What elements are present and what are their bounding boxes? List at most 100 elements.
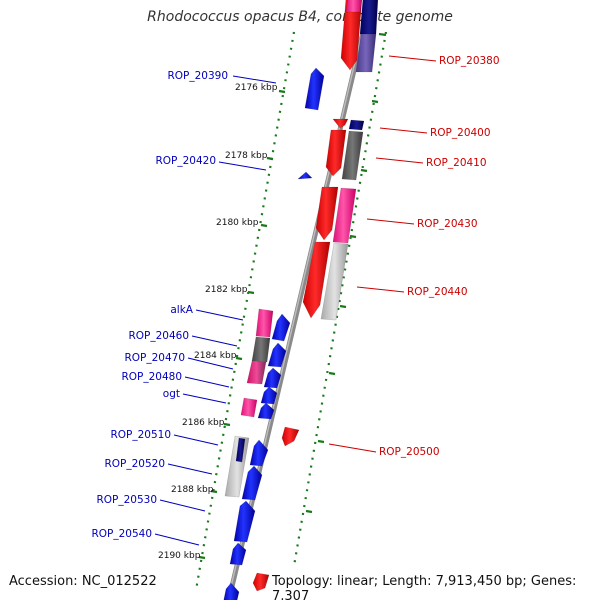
left-scale-ticks (198, 89, 286, 560)
gene-label-right[interactable]: ROP_20500 (379, 446, 440, 458)
gene-arrow[interactable] (302, 241, 331, 319)
leader-line (167, 463, 213, 475)
gene-label-left[interactable]: ROP_20470 (124, 352, 185, 364)
gene-arrow[interactable] (263, 367, 282, 389)
gene-arrow[interactable] (260, 386, 278, 405)
gene-arrow[interactable] (252, 572, 270, 592)
leader-line (379, 127, 428, 134)
genome-summary-text: Topology: linear; Length: 7,913,450 bp; … (272, 574, 577, 600)
gene-arrow[interactable] (320, 242, 349, 321)
gene-arrow[interactable] (325, 129, 347, 177)
gene-arrow[interactable] (233, 500, 256, 543)
leader-line (366, 218, 415, 225)
gene-label-left[interactable]: ROP_20480 (121, 371, 182, 383)
right-leader-lines (328, 55, 437, 453)
leader-line (173, 434, 219, 446)
gene-arrow[interactable] (332, 118, 349, 129)
leader-line (375, 157, 424, 164)
gene-arrow[interactable] (249, 439, 269, 467)
leader-line (218, 161, 267, 171)
scale-tick (266, 156, 274, 161)
gene-arrow[interactable] (246, 360, 267, 385)
gene-arrow[interactable] (332, 187, 357, 244)
leader-line (232, 75, 277, 84)
scale-tick (278, 89, 286, 94)
scale-tick (223, 422, 231, 427)
gene-arrow[interactable] (271, 313, 291, 342)
gene-label-right[interactable]: ROP_20440 (407, 286, 468, 298)
right-scale-ticks (305, 32, 387, 514)
gene-label-left[interactable]: ROP_20460 (128, 330, 189, 342)
leader-line (159, 499, 206, 512)
gene-arrow[interactable] (235, 437, 246, 463)
left-strand-genes (223, 67, 325, 600)
scale-tick (371, 99, 379, 104)
gene-label-left[interactable]: ogt (163, 388, 180, 400)
gene-arrow[interactable] (257, 402, 275, 420)
gene-arrow[interactable] (255, 308, 274, 338)
gene-arrow[interactable] (315, 186, 339, 241)
scale-label: 2178 kbp (225, 151, 268, 161)
scale-tick (247, 290, 255, 295)
scale-label: 2190 kbp (158, 551, 201, 561)
scale-label: 2188 kbp (171, 485, 214, 495)
gene-label-left[interactable]: ROP_20510 (110, 429, 171, 441)
scale-tick (339, 304, 347, 309)
scale-label: 2180 kbp (216, 218, 259, 228)
leader-line (356, 286, 405, 293)
scale-tick (198, 555, 206, 560)
gene-label-right[interactable]: ROP_20400 (430, 127, 491, 139)
scale-tick (378, 32, 387, 37)
gene-label-left[interactable]: ROP_20420 (155, 155, 216, 167)
leader-line (328, 443, 377, 453)
gene-label-right[interactable]: ROP_20430 (417, 218, 478, 230)
gene-arrow[interactable] (348, 119, 365, 131)
scale-tick (328, 371, 336, 376)
scale-tick (349, 234, 357, 239)
gene-arrow[interactable] (223, 582, 240, 600)
accession-text: Accession: NC_012522 (9, 574, 157, 589)
scale-tick (235, 356, 243, 361)
gene-arrow[interactable] (241, 465, 263, 501)
gene-arrow[interactable] (267, 342, 287, 368)
gene-label-left[interactable]: alkA (170, 304, 193, 316)
scale-tick (260, 223, 268, 228)
scale-tick (305, 509, 313, 514)
leader-line (182, 393, 227, 404)
gene-label-left[interactable]: ROP_20540 (91, 528, 152, 540)
scale-tick (317, 439, 325, 444)
leader-line (195, 309, 244, 321)
scale-label: 2182 kbp (205, 285, 248, 295)
scale-label: 2184 kbp (194, 351, 237, 361)
gene-label-left[interactable]: ROP_20530 (96, 494, 157, 506)
gene-arrow[interactable] (281, 426, 300, 447)
leader-line (191, 335, 238, 347)
gene-arrow[interactable] (251, 336, 271, 363)
right-strand-genes (252, 0, 379, 592)
gene-arrow[interactable] (229, 542, 247, 566)
gene-arrow[interactable] (240, 397, 258, 418)
gene-arrow[interactable] (297, 171, 313, 180)
gene-label-left[interactable]: ROP_20520 (104, 458, 165, 470)
leader-line (187, 357, 234, 370)
left-scale-track (194, 31, 296, 591)
gene-arrow[interactable] (341, 130, 364, 181)
leader-line (388, 55, 437, 62)
leader-line (154, 533, 200, 546)
gene-label-right[interactable]: ROP_20380 (439, 55, 500, 67)
gene-label-left[interactable]: ROP_20390 (167, 70, 228, 82)
scale-label: 2186 kbp (182, 418, 225, 428)
gene-arrow[interactable] (359, 0, 379, 35)
gene-arrow[interactable] (340, 0, 363, 71)
left-leader-lines (154, 75, 277, 546)
leader-line (184, 376, 230, 388)
scale-tick (210, 489, 218, 494)
scale-label: 2176 kbp (235, 83, 278, 93)
gene-arrow[interactable] (355, 33, 377, 73)
gene-label-right[interactable]: ROP_20410 (426, 157, 487, 169)
scale-tick (360, 168, 368, 173)
gene-arrow[interactable] (304, 67, 325, 111)
gene-arrow[interactable] (345, 0, 363, 13)
